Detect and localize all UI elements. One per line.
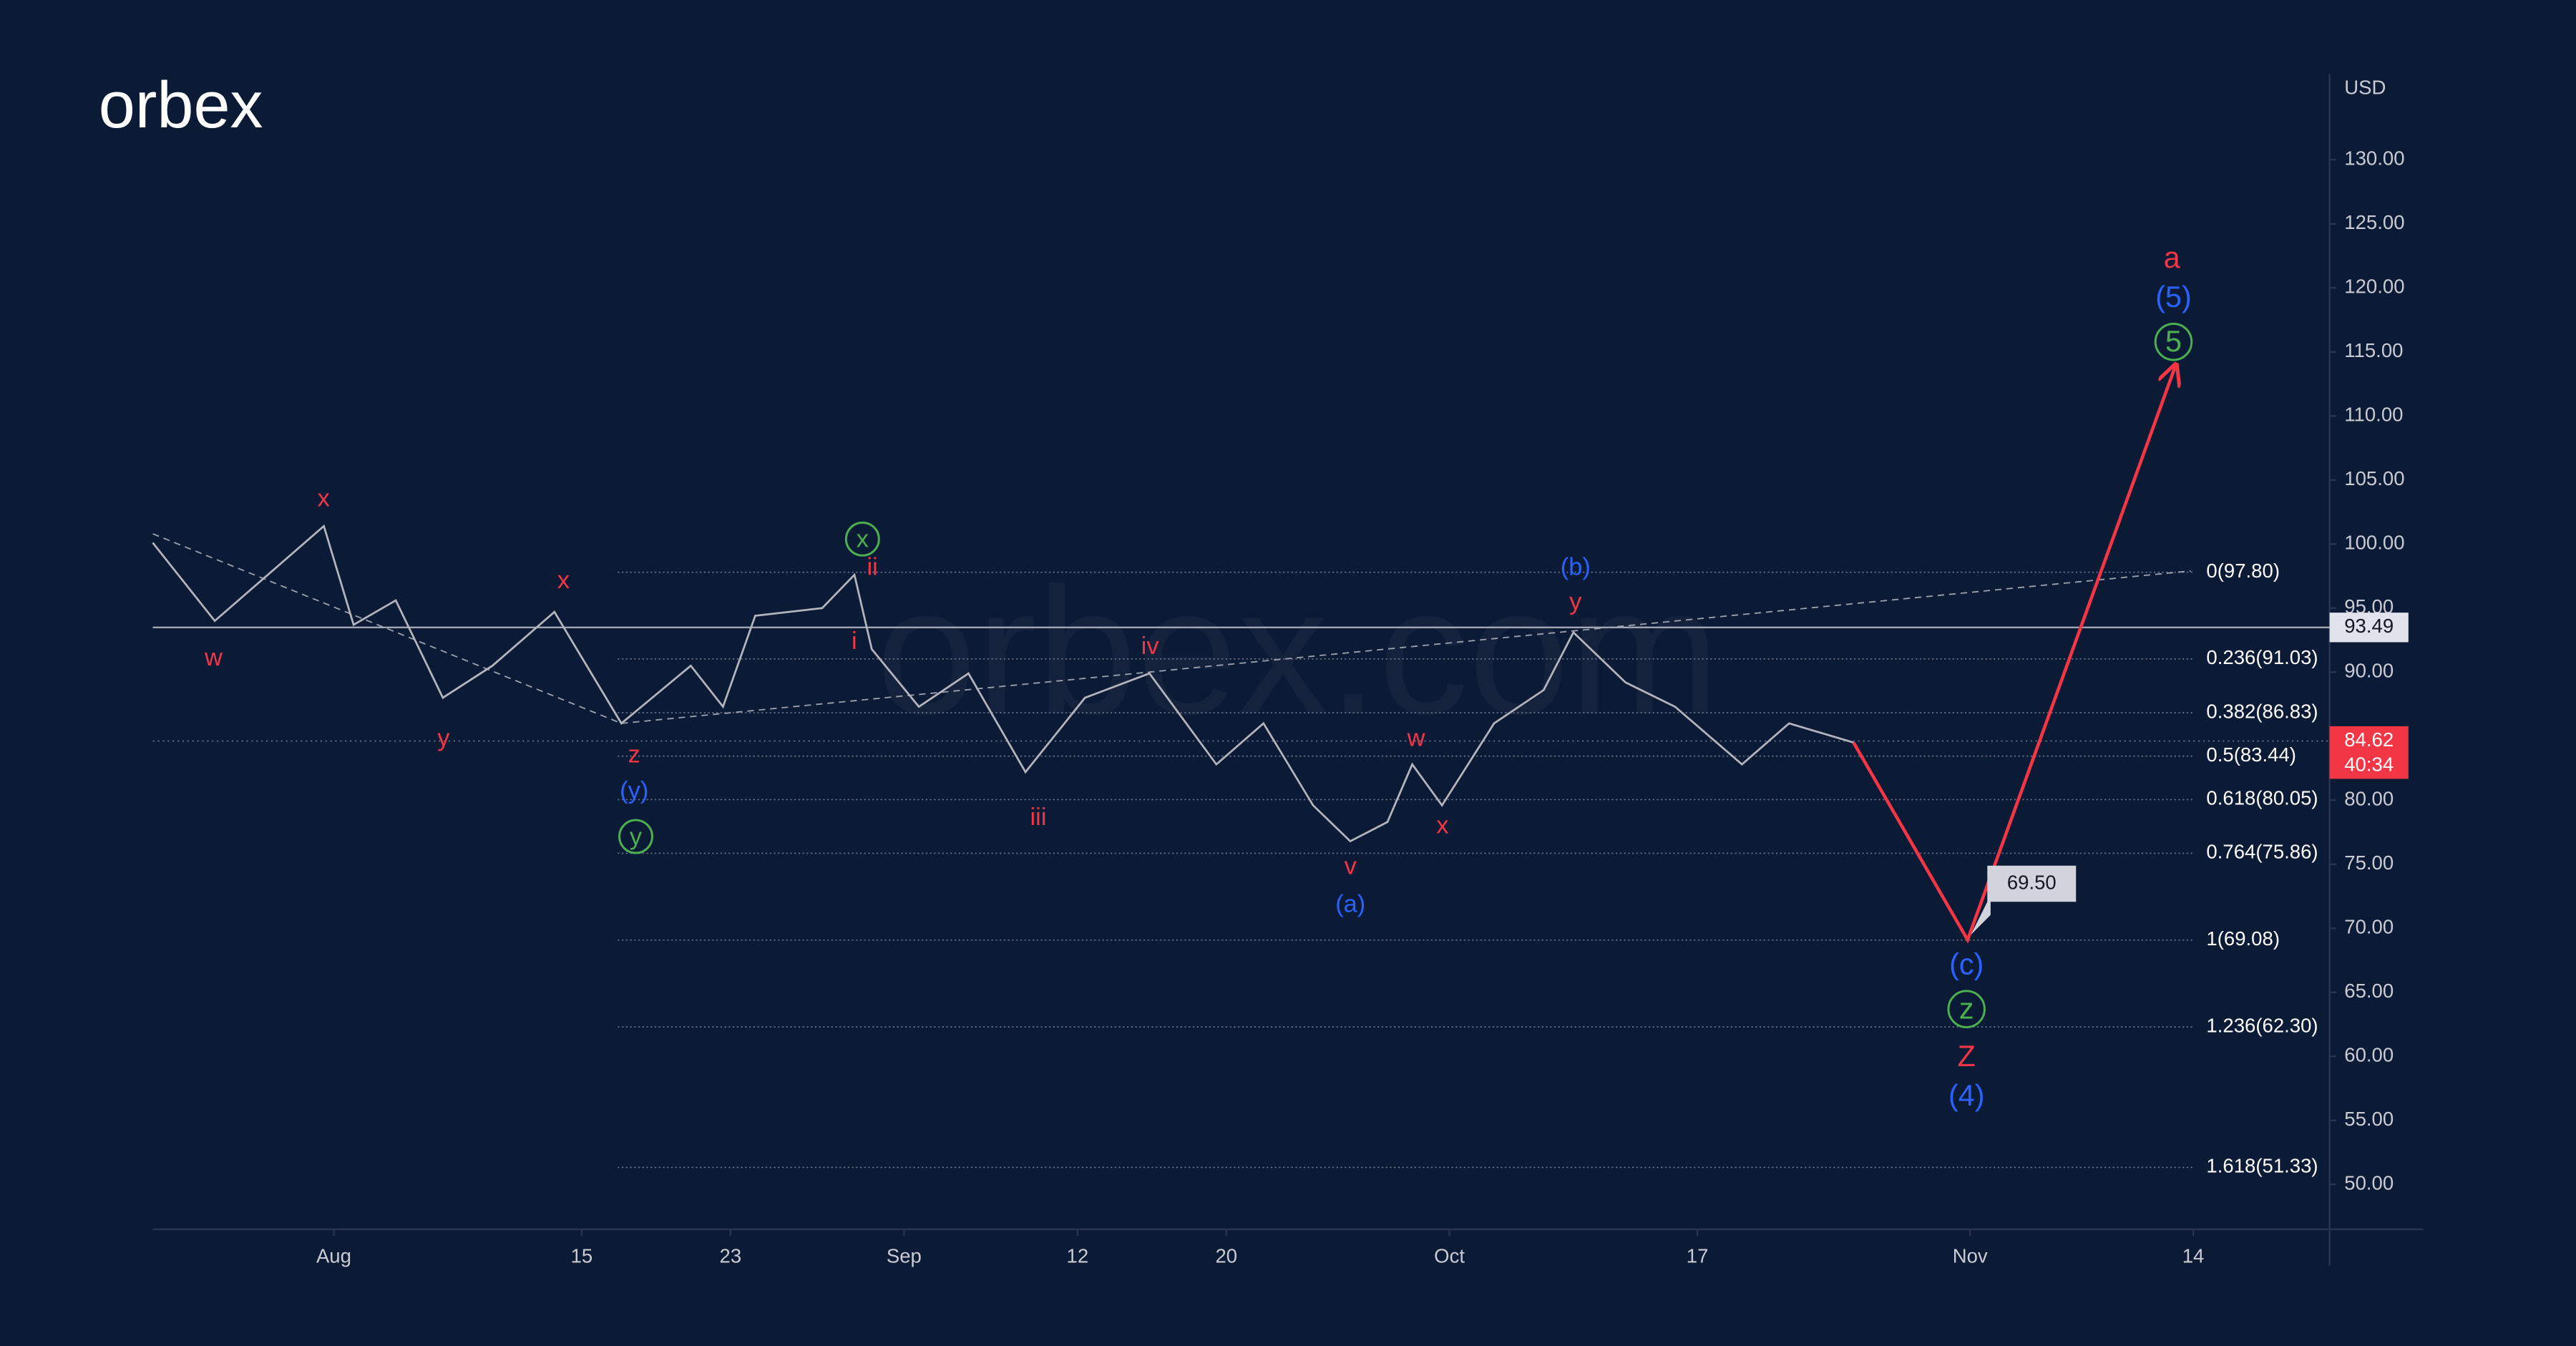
- currency: USD: [2344, 76, 2386, 98]
- x-tick-label: Oct: [1434, 1244, 1465, 1267]
- y-tick-label: 50.00: [2344, 1172, 2394, 1194]
- y-tick-label: 120.00: [2344, 275, 2404, 298]
- wave-label: a: [2164, 241, 2180, 274]
- wave-label: (4): [1948, 1079, 1985, 1112]
- wave-circle: [1947, 990, 1986, 1028]
- fib-label: 0.236(91.03): [2206, 646, 2318, 668]
- y-tick-label: 90.00: [2344, 660, 2394, 682]
- wave-circle: [844, 521, 880, 557]
- fib-label: 0(97.80): [2206, 560, 2280, 582]
- wave-label: (b): [1561, 554, 1591, 581]
- y-tick-label: 100.00: [2344, 532, 2404, 554]
- wave-label: x: [318, 484, 330, 512]
- wave-label: x: [1436, 811, 1448, 839]
- y-tick-label: 105.00: [2344, 467, 2404, 489]
- trendline: [152, 533, 622, 724]
- target-label: 69.50: [2007, 871, 2057, 893]
- wave-label: w: [204, 644, 223, 671]
- x-tick-label: 17: [1687, 1244, 1709, 1267]
- target-callout: [1971, 865, 2077, 935]
- wave-label: y: [437, 725, 450, 752]
- y-tick-label: 115.00: [2344, 339, 2403, 361]
- wave-label: y: [630, 823, 643, 850]
- y-tick-label: 75.00: [2344, 852, 2394, 874]
- forecast-arrow: [1852, 365, 2175, 944]
- fib-label: 0.764(75.86): [2206, 841, 2318, 863]
- y-tick-label: 70.00: [2344, 916, 2394, 938]
- wave-label: x: [557, 567, 570, 594]
- fib-label: 0.5(83.44): [2206, 743, 2296, 766]
- y-tick-label: 65.00: [2344, 980, 2394, 1002]
- y-tick-label: 125.00: [2344, 211, 2404, 233]
- level-tag-label: 93.49: [2344, 615, 2394, 637]
- wave-label: x: [857, 526, 869, 553]
- y-tick-label: 55.00: [2344, 1108, 2394, 1130]
- wave-label: iii: [1030, 804, 1047, 831]
- wave-label: y: [1569, 588, 1582, 615]
- wave-circle: [618, 819, 653, 854]
- wave-label: ii: [867, 554, 877, 581]
- last-price-label: 84.62: [2344, 728, 2394, 751]
- y-tick-label: 110.00: [2344, 404, 2403, 426]
- y-tick-label: 80.00: [2344, 788, 2394, 810]
- logo: orbex: [99, 69, 263, 142]
- last-price-tag: [2329, 726, 2409, 779]
- wave-label: w: [1407, 725, 1425, 752]
- wave-circle: [2154, 322, 2193, 361]
- x-tick-label: 14: [2182, 1244, 2205, 1267]
- fib-label: 0.618(80.05): [2206, 787, 2318, 809]
- level-tag: [2329, 613, 2409, 643]
- y-tick-label: 60.00: [2344, 1044, 2394, 1066]
- wave-label: (y): [620, 777, 648, 804]
- fib-label: 1.618(51.33): [2206, 1155, 2318, 1177]
- x-tick-label: Nov: [1953, 1244, 1988, 1267]
- wave-label: Z: [1958, 1040, 1976, 1073]
- x-tick-label: 20: [1215, 1244, 1237, 1267]
- wave-label: (c): [1949, 947, 1984, 980]
- fib-label: 1.236(62.30): [2206, 1014, 2318, 1036]
- wave-label: (5): [2155, 281, 2192, 313]
- wave-label: i: [852, 628, 857, 655]
- wave-label: 5: [2165, 325, 2182, 358]
- wave-label: v: [1345, 853, 1357, 880]
- wave-label: z: [1959, 992, 1974, 1025]
- trendline: [621, 570, 2191, 724]
- wave-label: (a): [1335, 891, 1365, 918]
- countdown: 40:34: [2344, 753, 2394, 775]
- x-tick-label: 12: [1067, 1244, 1089, 1267]
- x-tick-label: 23: [720, 1244, 742, 1267]
- wave-label: iv: [1141, 633, 1160, 660]
- watermark: orbex.com: [876, 550, 1719, 752]
- wave-label: z: [628, 741, 640, 769]
- x-tick-label: Aug: [316, 1244, 351, 1267]
- x-tick-label: 15: [571, 1244, 593, 1267]
- y-tick-label: 130.00: [2344, 147, 2404, 170]
- price-line: [152, 524, 1854, 843]
- x-tick-label: Sep: [887, 1244, 922, 1267]
- fib-label: 1(69.08): [2206, 927, 2280, 950]
- fib-label: 0.382(86.83): [2206, 700, 2318, 722]
